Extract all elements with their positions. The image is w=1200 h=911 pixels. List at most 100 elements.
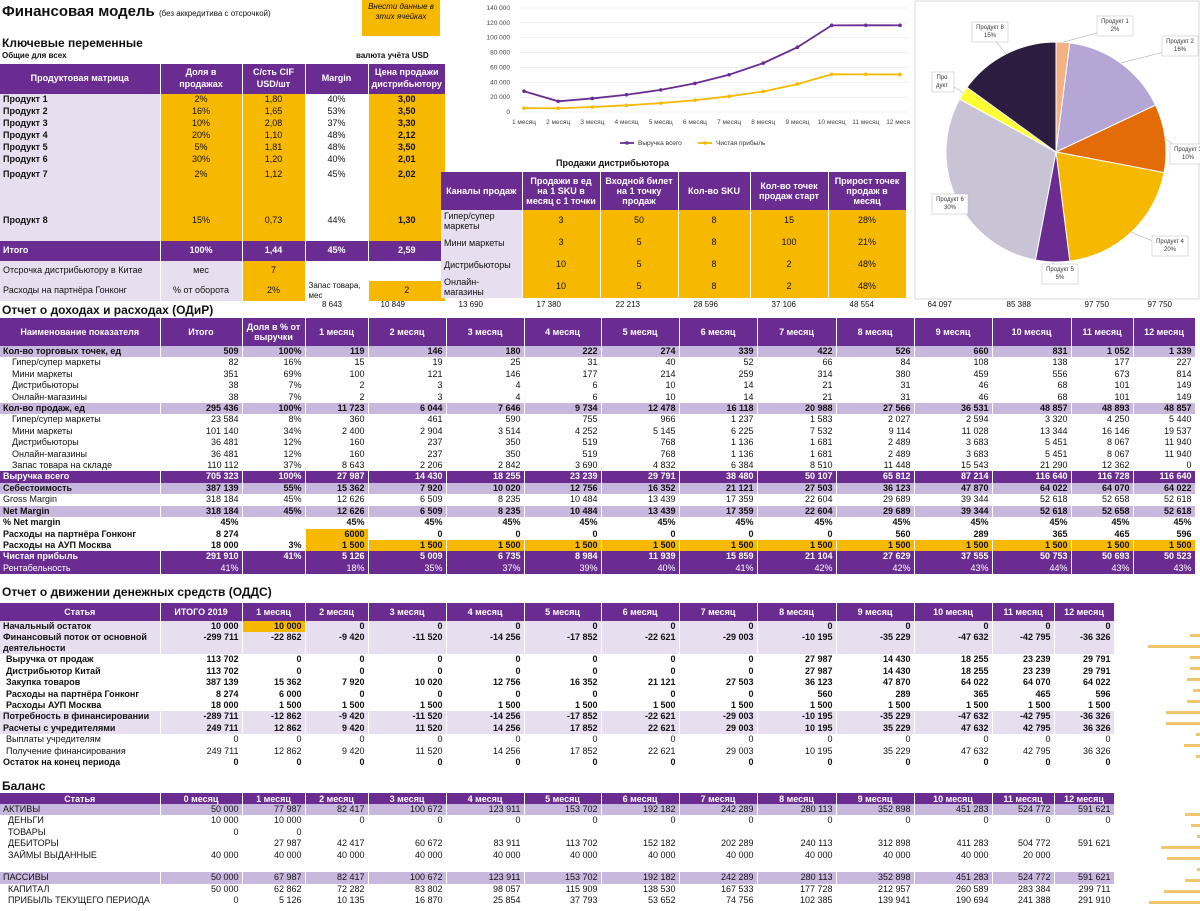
pnl-value: 13 344 bbox=[992, 425, 1072, 438]
product-name: Продукт 4 bbox=[0, 129, 161, 142]
stock-value: 22 213 bbox=[615, 300, 640, 309]
pnl-value: 16 352 bbox=[601, 482, 680, 495]
dist-header: Кол-во SKU bbox=[678, 172, 751, 210]
share-cell: 5% bbox=[160, 141, 243, 154]
cf-value: 0 bbox=[242, 654, 306, 666]
pnl-header: 10 месяц bbox=[992, 318, 1072, 346]
pnl-value: 87 214 bbox=[914, 471, 993, 483]
stock-value: 48 554 bbox=[849, 300, 874, 309]
cf-value: 10 000 bbox=[160, 621, 243, 633]
pnl-value: 27 629 bbox=[836, 551, 915, 563]
pnl-label: % Net margin bbox=[0, 517, 161, 529]
pnl-value: 41% bbox=[160, 562, 243, 575]
pnl-value: 65 812 bbox=[836, 471, 915, 483]
pnl-value: 52 618 bbox=[992, 505, 1072, 518]
cf-value: 42 795 bbox=[992, 722, 1055, 735]
bal-row: ДЕБИТОРЫ 27 987 42 417 60 672 83 911 113 702 1… bbox=[0, 838, 1115, 850]
share-cell: 16% bbox=[160, 105, 243, 118]
keyvars-row: Продукт 1 2% 1,80 40% 3,00 bbox=[0, 94, 446, 106]
pnl-value: 5 451 bbox=[992, 437, 1072, 449]
cf-value: 64 022 bbox=[914, 677, 993, 689]
pnl-value: 45% bbox=[1133, 517, 1196, 529]
series-point bbox=[590, 96, 595, 101]
pnl-value: 6 509 bbox=[368, 494, 447, 506]
cf-value: 47 632 bbox=[914, 745, 993, 758]
keyvars-title: Ключевые переменные bbox=[2, 36, 143, 50]
bal-value: 16 870 bbox=[368, 895, 447, 907]
bal-value: 123 911 bbox=[446, 872, 525, 884]
cf-value: 64 022 bbox=[1054, 677, 1115, 689]
bal-value: 25 854 bbox=[446, 895, 525, 907]
pnl-value: 31 bbox=[836, 380, 915, 392]
bal-value: 100 672 bbox=[368, 804, 447, 816]
cf-header: 4 месяц bbox=[446, 603, 525, 621]
channel-name: Онлайн-магазины bbox=[441, 276, 523, 298]
bal-value: 138 530 bbox=[601, 883, 680, 896]
cf-row: Расходы на партнёра Гонконг 8 274 6 000 0 0 0… bbox=[0, 688, 1115, 701]
pnl-value: 48 893 bbox=[1071, 403, 1134, 415]
pnl-value: 222 bbox=[524, 346, 602, 358]
cf-value: 42 795 bbox=[992, 745, 1055, 758]
bal-value: 40 000 bbox=[368, 849, 447, 862]
cf-value: 23 239 bbox=[992, 654, 1055, 666]
cf-spark-bar bbox=[1196, 733, 1200, 736]
pnl-value: 10 484 bbox=[524, 494, 602, 506]
pnl-header: Итого bbox=[160, 318, 243, 346]
pnl-label: Дистрибьюторы bbox=[0, 437, 161, 449]
pnl-value: 15 859 bbox=[679, 551, 758, 563]
cf-value: 17 852 bbox=[524, 722, 602, 735]
bal-value: 190 694 bbox=[914, 895, 993, 907]
bal-value: 123 911 bbox=[446, 804, 525, 816]
bal-spark-bar bbox=[1149, 901, 1200, 904]
cf-value: 0 bbox=[368, 734, 447, 746]
bal-value: 40 000 bbox=[757, 849, 837, 862]
pnl-value: 177 bbox=[524, 368, 602, 381]
bal-value: 0 bbox=[601, 815, 680, 827]
cf-value: 29 003 bbox=[679, 745, 758, 758]
pnl-row: Дистрибьюторы 36 481 12% 160 237 350 519 768 1 1… bbox=[0, 437, 1196, 449]
pnl-value: 6000 bbox=[305, 528, 369, 540]
cf-value: 11 520 bbox=[368, 722, 447, 735]
bal-value: 40 000 bbox=[679, 849, 758, 862]
cf-row: Начальный остаток 10 000 10 000 0 0 0 0 0 0 0 0 0 0 0 bbox=[0, 621, 1115, 633]
revenue-profit-line-chart: 0 20 000 40 000 60 000 80 000 100 000 120 000 1… bbox=[487, 5, 911, 147]
bal-value: 283 384 bbox=[992, 883, 1055, 896]
dist-value: 21% bbox=[828, 232, 907, 254]
pnl-value: 45% bbox=[242, 494, 306, 506]
pnl-value: 3 683 bbox=[914, 448, 993, 461]
cf-value: 0 bbox=[160, 757, 243, 769]
pie-label-box bbox=[971, 21, 1009, 43]
pnl-header: 12 месяц bbox=[1133, 318, 1196, 346]
bal-label: ДЕБИТОРЫ bbox=[0, 838, 161, 850]
pnl-value: 37% bbox=[446, 562, 525, 575]
pnl-value: 44% bbox=[992, 562, 1072, 575]
pnl-value: 5 009 bbox=[368, 551, 447, 563]
pnl-value: 2 594 bbox=[914, 414, 993, 426]
pnl-value: 14 bbox=[679, 391, 758, 404]
cf-header: 6 месяц bbox=[601, 603, 680, 621]
cf-label: Начальный остаток bbox=[0, 621, 161, 633]
keyvars-row: Продукт 7 2% 1,12 45% 2,02 bbox=[0, 165, 446, 202]
extra-value: 7 bbox=[242, 261, 306, 282]
cf-value: 0 bbox=[305, 688, 369, 701]
pnl-value: 0 bbox=[368, 528, 447, 540]
cf-spark-bar bbox=[1196, 755, 1200, 758]
pnl-value: 177 bbox=[1071, 357, 1134, 369]
cf-value: 0 bbox=[679, 688, 758, 701]
pie-label-box bbox=[1041, 263, 1079, 285]
bal-header: 6 месяц bbox=[601, 793, 680, 804]
pnl-value: 1 500 bbox=[1071, 539, 1134, 552]
pnl-value: 12 626 bbox=[305, 505, 369, 518]
pnl-value: 1 237 bbox=[679, 414, 758, 426]
series-point bbox=[795, 45, 800, 50]
bal-value: 352 898 bbox=[836, 872, 915, 884]
keyvars-total-row: Итого 100% 1,44 45% 2,59 bbox=[0, 241, 446, 262]
cf-value: 0 bbox=[601, 734, 680, 746]
bal-value: 50 000 bbox=[160, 872, 243, 884]
cf-value: 0 bbox=[305, 757, 369, 769]
cf-value: -36 326 bbox=[1054, 632, 1115, 655]
pnl-value: 12 478 bbox=[601, 403, 680, 415]
cf-value: -17 852 bbox=[524, 632, 602, 655]
bal-header: 8 месяц bbox=[757, 793, 837, 804]
cf-value: 12 862 bbox=[242, 745, 306, 758]
